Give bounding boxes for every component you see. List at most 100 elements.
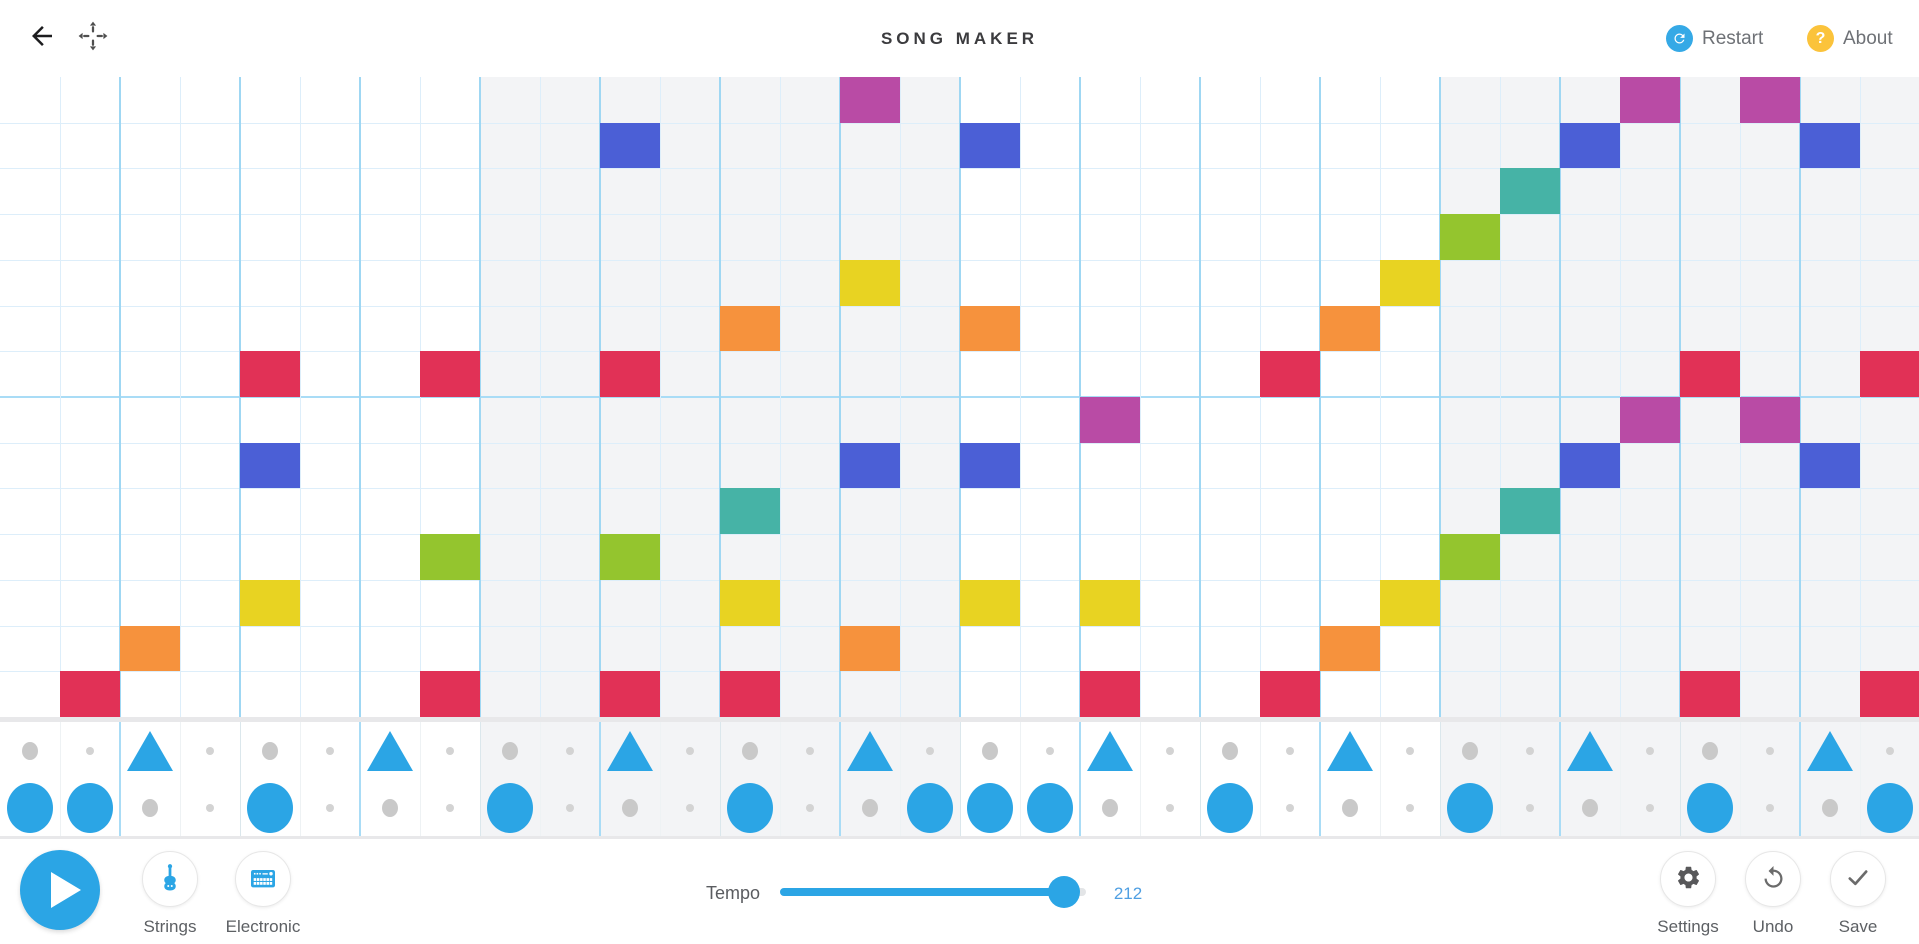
note-red[interactable] bbox=[1680, 351, 1740, 397]
percussion-cell[interactable] bbox=[360, 722, 420, 779]
percussion-cell[interactable] bbox=[240, 722, 300, 779]
percussion-cell[interactable] bbox=[960, 722, 1020, 779]
tempo-slider[interactable] bbox=[780, 876, 1086, 908]
percussion-cell[interactable] bbox=[1500, 779, 1560, 836]
note-red[interactable] bbox=[240, 351, 300, 397]
note-purple[interactable] bbox=[1620, 397, 1680, 443]
note-green[interactable] bbox=[600, 534, 660, 580]
percussion-cell[interactable] bbox=[1620, 779, 1680, 836]
percussion-cell[interactable] bbox=[1260, 722, 1320, 779]
note-grid[interactable] bbox=[0, 77, 1919, 717]
percussion-cell[interactable] bbox=[600, 779, 660, 836]
percussion-cell[interactable] bbox=[1440, 722, 1500, 779]
percussion-cell[interactable] bbox=[120, 779, 180, 836]
undo-button[interactable] bbox=[1745, 851, 1801, 907]
note-green[interactable] bbox=[1440, 534, 1500, 580]
note-red[interactable] bbox=[60, 671, 120, 717]
note-teal[interactable] bbox=[1500, 488, 1560, 534]
percussion-cell[interactable] bbox=[1320, 779, 1380, 836]
percussion-cell[interactable] bbox=[1800, 779, 1860, 836]
percussion-cell[interactable] bbox=[300, 779, 360, 836]
note-red[interactable] bbox=[1860, 351, 1919, 397]
note-orange[interactable] bbox=[840, 626, 900, 671]
note-red[interactable] bbox=[600, 351, 660, 397]
percussion-cell[interactable] bbox=[1560, 722, 1620, 779]
percussion-cell[interactable] bbox=[900, 722, 960, 779]
percussion-grid[interactable] bbox=[0, 722, 1919, 836]
percussion-cell[interactable] bbox=[240, 779, 300, 836]
percussion-cell[interactable] bbox=[1200, 722, 1260, 779]
melodic-instrument-button[interactable] bbox=[142, 851, 198, 907]
note-yellow[interactable] bbox=[840, 260, 900, 306]
note-yellow[interactable] bbox=[240, 580, 300, 626]
note-red[interactable] bbox=[420, 671, 480, 717]
percussion-cell[interactable] bbox=[1260, 779, 1320, 836]
percussion-cell[interactable] bbox=[1200, 779, 1260, 836]
percussion-cell[interactable] bbox=[600, 722, 660, 779]
percussion-cell[interactable] bbox=[840, 779, 900, 836]
note-blue[interactable] bbox=[600, 123, 660, 168]
percussion-cell[interactable] bbox=[540, 779, 600, 836]
percussion-cell[interactable] bbox=[780, 722, 840, 779]
percussion-cell[interactable] bbox=[1080, 779, 1140, 836]
note-red[interactable] bbox=[1860, 671, 1919, 717]
percussion-cell[interactable] bbox=[720, 779, 780, 836]
note-teal[interactable] bbox=[1500, 168, 1560, 214]
percussion-cell[interactable] bbox=[60, 722, 120, 779]
percussion-cell[interactable] bbox=[1020, 722, 1080, 779]
note-blue[interactable] bbox=[1800, 443, 1860, 488]
percussion-cell[interactable] bbox=[1440, 779, 1500, 836]
percussion-cell[interactable] bbox=[300, 722, 360, 779]
note-red[interactable] bbox=[1260, 671, 1320, 717]
note-purple[interactable] bbox=[1740, 397, 1800, 443]
percussion-cell[interactable] bbox=[960, 779, 1020, 836]
move-tool-button[interactable] bbox=[76, 21, 110, 53]
note-red[interactable] bbox=[1260, 351, 1320, 397]
note-purple[interactable] bbox=[1620, 77, 1680, 123]
note-red[interactable] bbox=[420, 351, 480, 397]
note-orange[interactable] bbox=[1320, 626, 1380, 671]
note-red[interactable] bbox=[1680, 671, 1740, 717]
percussion-cell[interactable] bbox=[180, 779, 240, 836]
settings-button[interactable] bbox=[1660, 851, 1716, 907]
note-orange[interactable] bbox=[960, 306, 1020, 351]
percussion-cell[interactable] bbox=[480, 722, 540, 779]
note-purple[interactable] bbox=[840, 77, 900, 123]
restart-button[interactable]: Restart bbox=[1660, 24, 1769, 53]
about-button[interactable]: ? About bbox=[1801, 24, 1899, 53]
percussion-cell[interactable] bbox=[1620, 722, 1680, 779]
percussion-cell[interactable] bbox=[420, 722, 480, 779]
percussion-cell[interactable] bbox=[60, 779, 120, 836]
note-blue[interactable] bbox=[240, 443, 300, 488]
percussion-cell[interactable] bbox=[1680, 779, 1740, 836]
percussion-cell[interactable] bbox=[780, 779, 840, 836]
note-green[interactable] bbox=[420, 534, 480, 580]
note-orange[interactable] bbox=[720, 306, 780, 351]
percussion-cell[interactable] bbox=[1020, 779, 1080, 836]
note-blue[interactable] bbox=[1560, 123, 1620, 168]
percussion-cell[interactable] bbox=[1680, 722, 1740, 779]
note-green[interactable] bbox=[1440, 214, 1500, 260]
percussion-cell[interactable] bbox=[1560, 779, 1620, 836]
note-blue[interactable] bbox=[840, 443, 900, 488]
note-red[interactable] bbox=[600, 671, 660, 717]
tempo-slider-knob[interactable] bbox=[1048, 876, 1080, 908]
note-purple[interactable] bbox=[1740, 77, 1800, 123]
note-yellow[interactable] bbox=[1380, 260, 1440, 306]
back-button[interactable] bbox=[26, 22, 58, 52]
percussion-cell[interactable] bbox=[360, 779, 420, 836]
note-red[interactable] bbox=[720, 671, 780, 717]
percussion-cell[interactable] bbox=[180, 722, 240, 779]
percussion-cell[interactable] bbox=[540, 722, 600, 779]
note-blue[interactable] bbox=[960, 123, 1020, 168]
percussion-cell[interactable] bbox=[720, 722, 780, 779]
percussion-cell[interactable] bbox=[1800, 722, 1860, 779]
percussion-cell[interactable] bbox=[1860, 722, 1919, 779]
note-purple[interactable] bbox=[1080, 397, 1140, 443]
note-orange[interactable] bbox=[120, 626, 180, 671]
note-yellow[interactable] bbox=[1080, 580, 1140, 626]
percussion-cell[interactable] bbox=[1500, 722, 1560, 779]
percussion-cell[interactable] bbox=[1740, 779, 1800, 836]
note-teal[interactable] bbox=[720, 488, 780, 534]
percussion-cell[interactable] bbox=[1380, 779, 1440, 836]
